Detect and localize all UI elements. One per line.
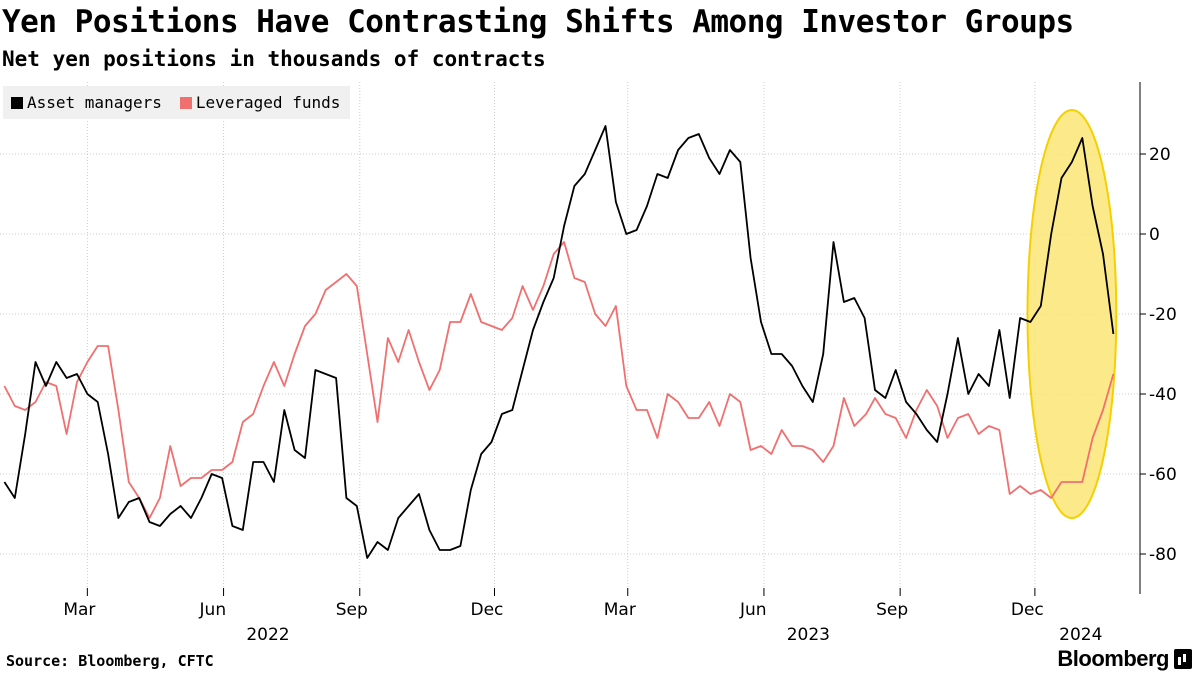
x-tick-label: Mar [63,600,95,620]
highlight-ellipse [1026,109,1118,519]
x-tick-label: Dec [470,600,503,620]
x-tick-label: Jun [199,600,227,620]
x-tick-label: Jun [739,600,767,620]
source-note: Source: Bloomberg, CFTC [6,652,214,670]
legend-swatch-leveraged-funds [179,96,192,109]
legend-swatch-asset-managers [11,96,23,109]
y-tick-label: -60 [1149,465,1177,485]
x-tick-label: Mar [604,600,636,620]
legend-label-leveraged-funds: Leveraged funds [195,93,341,112]
x-year-label: 2024 [1059,625,1102,645]
series-layer [3,125,1115,559]
legend: Asset managers Leveraged funds [3,86,351,119]
chart-title: Yen Positions Have Contrasting Shifts Am… [2,4,1074,40]
axis-layer: 20 0 -20 -40 -60 -80 Mar Jun Sep Dec Mar Jun Sep Dec 2… [63,82,1177,645]
legend-label-asset-managers: Asset managers [27,93,162,112]
chart-subtitle: Net yen positions in thousands of contra… [2,47,546,71]
legend-item-asset-managers: Asset managers [11,93,162,112]
bloomberg-terminal-icon [1174,649,1192,669]
x-tick-label: Sep [336,600,368,620]
legend-item-leveraged-funds: Leveraged funds [179,93,341,112]
y-tick-label: -40 [1149,385,1177,405]
brand-name: Bloomberg [1057,646,1169,671]
x-year-label: 2023 [787,625,830,645]
y-tick-label: 0 [1149,225,1160,245]
x-year-label: 2022 [246,625,289,645]
y-tick-label: -20 [1149,305,1177,325]
y-tick-label: -80 [1149,545,1177,565]
x-tick-label: Sep [876,600,908,620]
series-line-asset-managers [3,125,1115,559]
brand-logo: Bloomberg [1057,646,1192,672]
highlight-layer [1026,109,1118,519]
x-tick-label: Dec [1011,600,1044,620]
grid-layer [0,82,1140,594]
series-line-leveraged-funds [3,241,1115,519]
y-tick-label: 20 [1149,145,1171,165]
